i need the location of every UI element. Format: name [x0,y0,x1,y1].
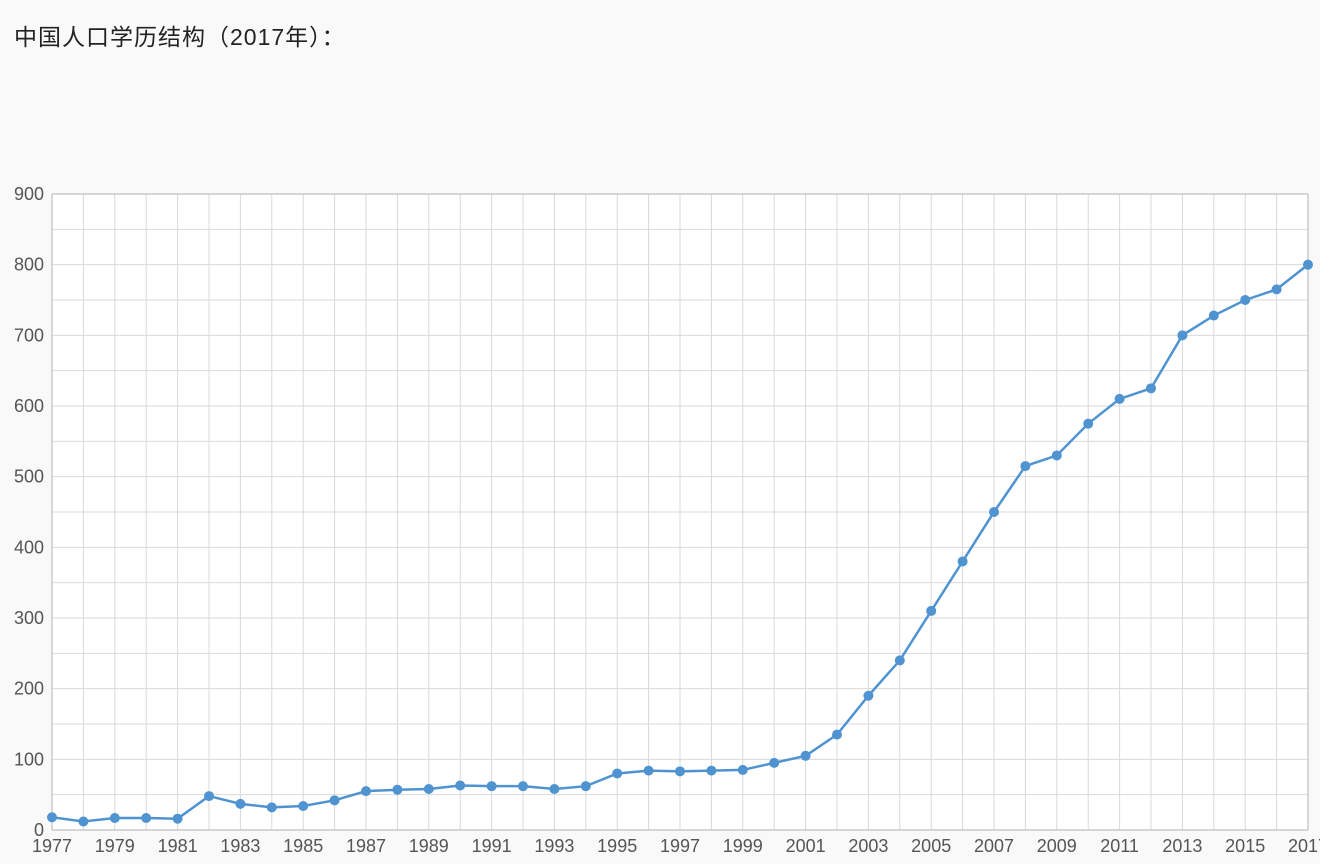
y-tick-label: 500 [14,467,44,487]
y-tick-label: 300 [14,608,44,628]
data-point [267,802,277,812]
x-tick-label: 1979 [95,836,135,856]
x-axis-ticks: 1977 1979 1981 1983 1985 1987 1989 1991 1993 1995… [32,836,1320,856]
data-point [487,781,497,791]
y-tick-label: 400 [14,537,44,557]
page-title: 中国人口学历结构（2017年）： [14,18,346,52]
x-tick-label: 1989 [409,836,449,856]
x-tick-label: 1999 [723,836,763,856]
y-axis-ticks: 0100200300400500600700800900 [14,184,44,840]
y-tick-label: 600 [14,396,44,416]
data-point [989,507,999,517]
x-tick-label: 2017 [1288,836,1320,856]
data-point [235,799,245,809]
x-tick-label: 1987 [346,836,386,856]
y-tick-label: 900 [14,184,44,204]
x-tick-label: 2003 [848,836,888,856]
x-tick-label: 2011 [1100,836,1139,856]
x-tick-label: 1983 [220,836,260,856]
x-tick-label: 1977 [32,836,72,856]
data-point [769,758,779,768]
x-tick-label: 2015 [1225,836,1265,856]
data-point [424,784,434,794]
x-tick-label: 2001 [786,836,826,856]
data-point [1146,383,1156,393]
data-point [1177,330,1187,340]
data-point [644,766,654,776]
x-tick-label: 2007 [974,836,1014,856]
data-point [392,785,402,795]
data-point [361,786,371,796]
data-point [78,817,88,827]
x-tick-label: 1995 [597,836,637,856]
data-point [958,556,968,566]
data-point [1115,394,1125,404]
data-point [1052,450,1062,460]
y-tick-label: 700 [14,325,44,345]
data-point [518,781,528,791]
data-point [1209,311,1219,321]
data-point [173,814,183,824]
x-tick-label: 1991 [472,836,512,856]
x-tick-label: 1997 [660,836,700,856]
data-point [863,691,873,701]
data-point [110,813,120,823]
data-point [1020,461,1030,471]
line-chart: 0100200300400500600700800900197719791981… [0,180,1320,860]
data-point [675,766,685,776]
data-point [738,765,748,775]
y-tick-label: 200 [14,679,44,699]
page: 中国人口学历结构（2017年）： 01002003004005006007008… [0,0,1320,864]
data-point [581,781,591,791]
chart-container: 0100200300400500600700800900197719791981… [0,180,1320,860]
data-point [204,791,214,801]
y-tick-label: 100 [14,749,44,769]
data-point [298,801,308,811]
data-point [1083,419,1093,429]
data-point [455,780,465,790]
x-tick-label: 1981 [158,836,198,856]
data-point [549,784,559,794]
data-point [1303,260,1313,270]
data-point [1240,295,1250,305]
x-tick-label: 1993 [534,836,574,856]
y-tick-label: 800 [14,255,44,275]
data-point [47,812,57,822]
data-point [706,766,716,776]
data-point [926,606,936,616]
data-point [612,768,622,778]
data-point [1272,284,1282,294]
data-point [330,795,340,805]
data-point [801,751,811,761]
x-tick-label: 2009 [1037,836,1077,856]
gridlines [52,194,1308,830]
data-point [141,813,151,823]
x-tick-label: 1985 [283,836,323,856]
data-point [895,655,905,665]
x-tick-label: 2005 [911,836,951,856]
data-point [832,730,842,740]
x-tick-label: 2013 [1162,836,1202,856]
